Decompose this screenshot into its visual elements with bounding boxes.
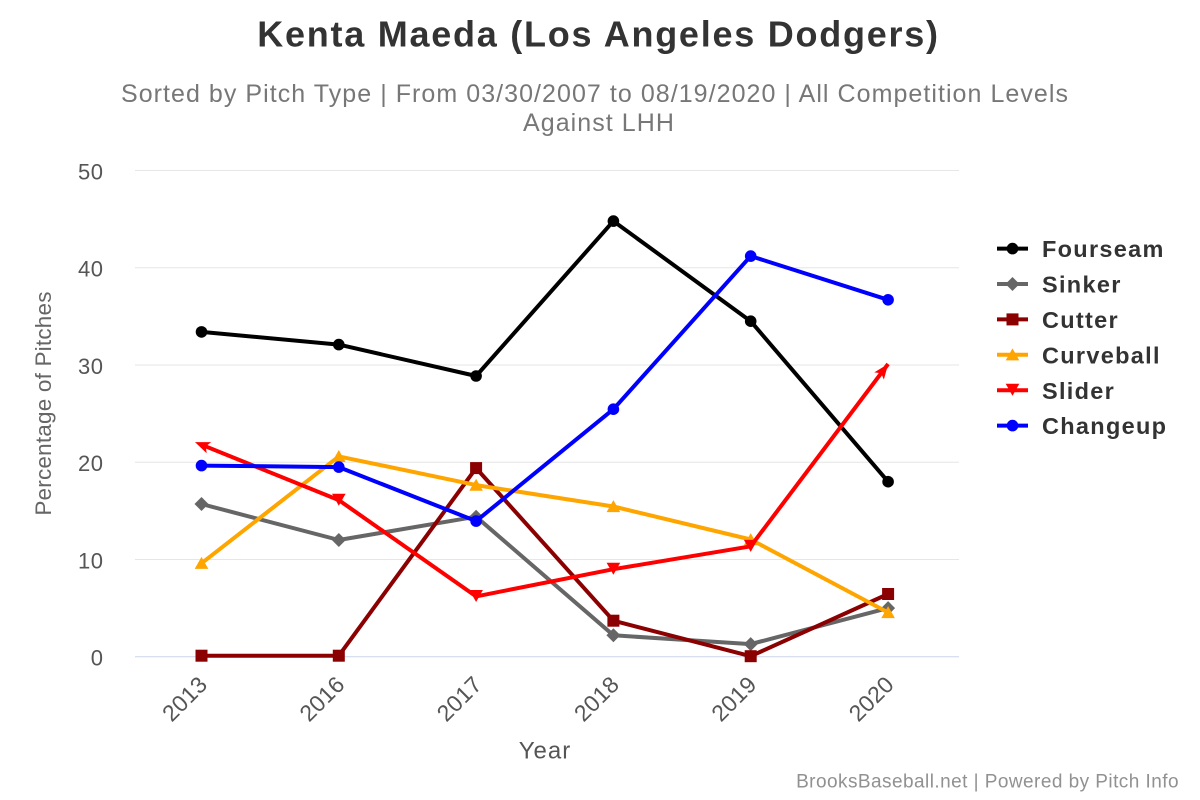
svg-text:Fourseam: Fourseam [1042, 236, 1165, 262]
svg-text:Year: Year [519, 738, 572, 765]
svg-text:20: 20 [78, 451, 103, 476]
svg-text:Changeup: Changeup [1042, 413, 1167, 439]
svg-text:50: 50 [78, 159, 103, 184]
svg-text:0: 0 [91, 646, 104, 671]
svg-text:Against LHH: Against LHH [523, 109, 675, 137]
svg-text:10: 10 [78, 548, 103, 573]
svg-text:Kenta Maeda (Los Angeles Dodge: Kenta Maeda (Los Angeles Dodgers) [257, 14, 940, 55]
svg-text:BrooksBaseball.net | Powered b: BrooksBaseball.net | Powered by Pitch In… [796, 772, 1179, 793]
svg-text:Sorted by Pitch Type | From 03: Sorted by Pitch Type | From 03/30/2007 t… [121, 80, 1069, 108]
svg-text:40: 40 [78, 257, 103, 282]
svg-text:Percentage of Pitches: Percentage of Pitches [31, 291, 56, 515]
svg-text:30: 30 [78, 354, 103, 379]
svg-text:Cutter: Cutter [1042, 307, 1119, 333]
svg-text:Slider: Slider [1042, 378, 1115, 404]
svg-text:Sinker: Sinker [1042, 272, 1122, 298]
svg-text:Curveball: Curveball [1042, 342, 1161, 368]
